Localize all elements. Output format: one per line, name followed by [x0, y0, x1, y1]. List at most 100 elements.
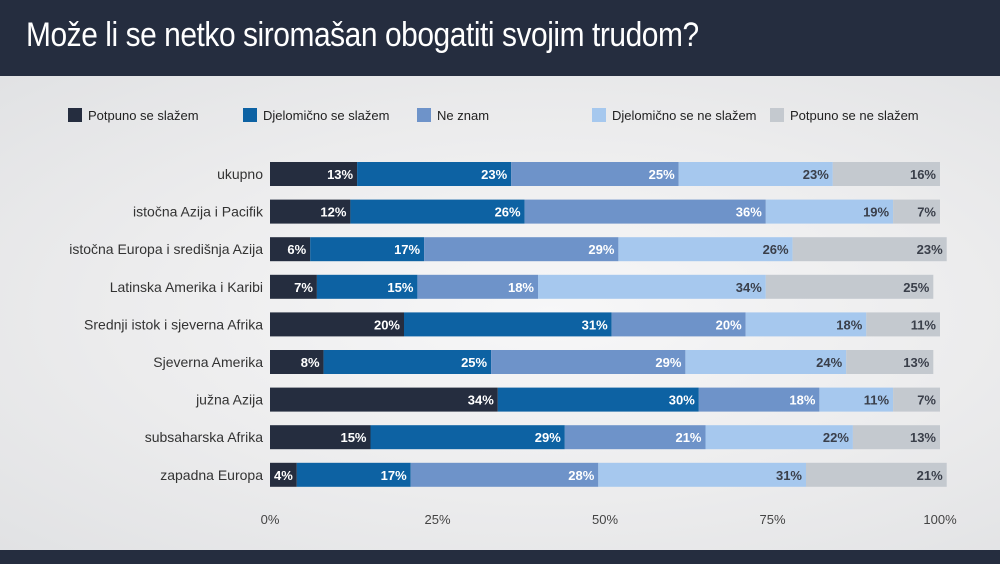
legend-label: Djelomično se ne slažem	[612, 108, 757, 123]
bar-segment	[611, 312, 746, 337]
legend-label: Djelomično se slažem	[263, 108, 389, 123]
data-label: 25%	[461, 355, 487, 370]
data-label: 25%	[903, 280, 929, 295]
x-tick-label: 25%	[424, 512, 450, 527]
data-label: 26%	[763, 242, 789, 257]
bar-segment	[819, 387, 894, 412]
data-label: 25%	[649, 167, 675, 182]
legend-label: Ne znam	[437, 108, 489, 123]
legend-swatch	[243, 108, 257, 122]
data-label: 36%	[736, 205, 762, 220]
bar-segment	[678, 162, 833, 186]
bar-segment	[270, 274, 317, 299]
bar-segment	[745, 312, 867, 337]
bar-segment	[893, 199, 940, 224]
data-label: 29%	[535, 430, 561, 445]
data-label: 19%	[863, 205, 889, 220]
category-label: subsaharska Afrika	[145, 429, 263, 445]
data-label: 22%	[823, 430, 849, 445]
data-label: 15%	[340, 430, 366, 445]
data-label: 4%	[274, 468, 293, 483]
x-tick-label: 75%	[759, 512, 785, 527]
bar-segment	[765, 274, 934, 299]
bar-segment	[832, 162, 940, 186]
category-label: Latinska Amerika i Karibi	[110, 279, 263, 295]
bar-segment	[511, 162, 679, 186]
bar-segment	[323, 350, 492, 374]
data-label: 31%	[776, 468, 802, 483]
category-label: Sjeverna Amerika	[153, 354, 263, 370]
data-label: 29%	[588, 242, 614, 257]
data-label: 20%	[716, 317, 742, 332]
data-label: 13%	[910, 430, 936, 445]
bar-segment	[618, 237, 793, 262]
bar-segment	[685, 350, 847, 374]
bar-segment	[598, 462, 806, 487]
legend-swatch	[770, 108, 784, 122]
data-label: 18%	[789, 393, 815, 408]
x-tick-label: 100%	[923, 512, 957, 527]
category-label: ukupno	[217, 166, 263, 182]
data-label: 29%	[655, 355, 681, 370]
data-label: 34%	[468, 393, 494, 408]
bar-segment	[270, 237, 311, 262]
bar-segment	[765, 199, 894, 224]
legend-swatch	[68, 108, 82, 122]
bar-segment	[410, 462, 599, 487]
legend-swatch	[592, 108, 606, 122]
data-label: 8%	[301, 355, 320, 370]
category-label: istočna Azija i Pacifik	[133, 204, 264, 220]
bar-segment	[270, 312, 404, 337]
data-label: 30%	[669, 393, 695, 408]
data-label: 7%	[294, 280, 313, 295]
legend-label: Potpuno se ne slažem	[790, 108, 919, 123]
bar-segment	[893, 387, 940, 412]
bar-segment	[524, 199, 766, 224]
bar-segment	[564, 425, 706, 450]
legend-label: Potpuno se slažem	[88, 108, 199, 123]
data-label: 7%	[917, 205, 936, 220]
bar-segment	[852, 425, 940, 450]
data-label: 11%	[911, 317, 937, 332]
data-label: 6%	[287, 242, 306, 257]
bar-segment	[538, 274, 766, 299]
bar-segment	[491, 350, 686, 374]
bar-segment	[705, 425, 853, 450]
data-label: 21%	[917, 468, 943, 483]
data-label: 15%	[387, 280, 413, 295]
footer-bar	[0, 550, 1000, 564]
data-label: 24%	[816, 355, 842, 370]
bar-segment	[846, 350, 934, 374]
bar-segment	[270, 350, 324, 374]
data-label: 21%	[675, 430, 701, 445]
bar-segment	[806, 462, 947, 487]
data-label: 31%	[582, 317, 608, 332]
data-label: 18%	[508, 280, 534, 295]
data-label: 23%	[917, 242, 943, 257]
data-label: 17%	[394, 242, 420, 257]
category-label: Srednji istok i sjeverna Afrika	[84, 316, 263, 332]
data-label: 23%	[803, 167, 829, 182]
bar-segment	[350, 199, 525, 224]
data-label: 13%	[327, 167, 353, 182]
bar-segment	[296, 462, 411, 487]
category-label: istočna Europa i središnja Azija	[69, 241, 263, 257]
data-label: 23%	[481, 167, 507, 182]
data-label: 11%	[864, 393, 890, 408]
data-label: 20%	[374, 317, 400, 332]
category-label: južna Azija	[195, 392, 263, 408]
bar-segment	[792, 237, 947, 262]
bar-segment	[270, 162, 358, 186]
data-label: 28%	[568, 468, 594, 483]
bar-segment	[424, 237, 619, 262]
bar-segment	[698, 387, 820, 412]
bar-segment	[270, 199, 351, 224]
bar-segment	[866, 312, 940, 337]
x-tick-label: 50%	[592, 512, 618, 527]
bar-segment	[270, 462, 297, 487]
bar-segment	[357, 162, 512, 186]
data-label: 18%	[836, 317, 862, 332]
bar-segment	[270, 425, 371, 450]
bar-segment	[370, 425, 565, 450]
